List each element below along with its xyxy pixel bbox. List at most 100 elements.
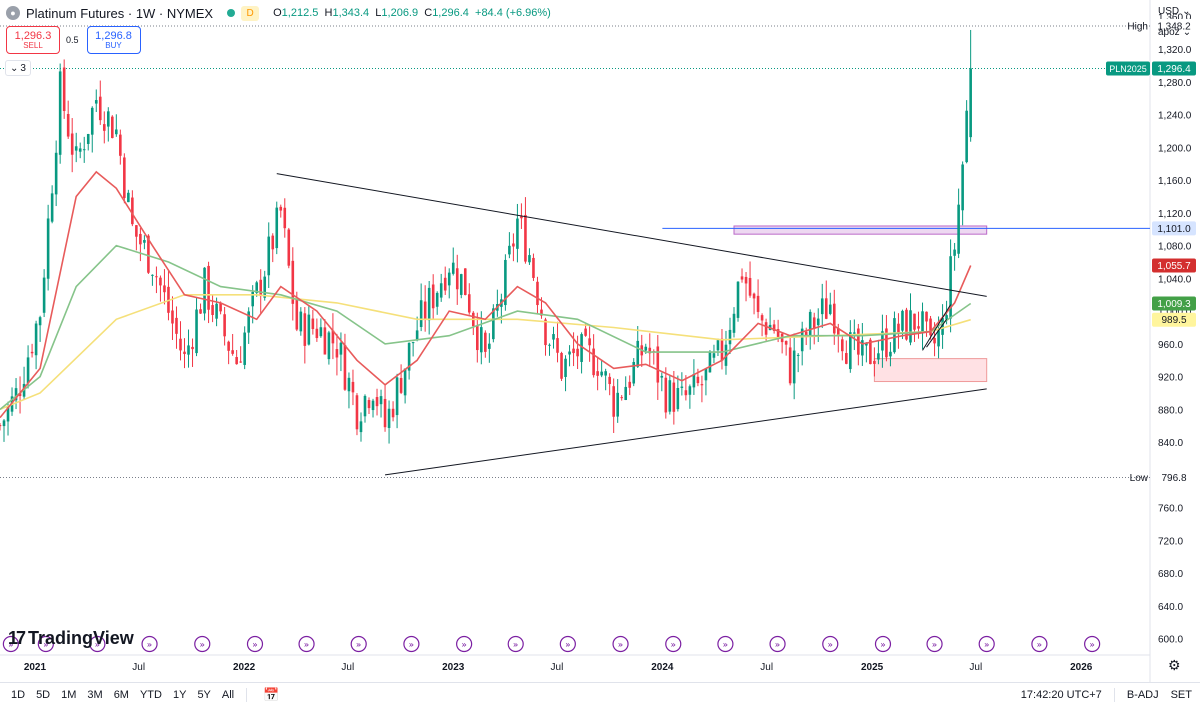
sell-label: SELL (23, 40, 43, 50)
candle-body (716, 340, 720, 351)
candle-body (70, 133, 74, 155)
candle-body (62, 67, 66, 111)
candle-body (889, 351, 892, 357)
indicators-collapse-button[interactable]: ⌄ 3 (5, 60, 31, 76)
range-5y-button[interactable]: 5Y (197, 689, 211, 701)
range-1d-button[interactable]: 1D (11, 689, 26, 701)
candle-body (925, 311, 928, 322)
market-open-dot-icon (227, 9, 236, 17)
candle-body (656, 346, 660, 383)
last-price-tag-bg (1152, 61, 1196, 76)
event-marker-glyph: » (828, 641, 834, 651)
candle-body (957, 204, 960, 254)
event-marker-icon (559, 635, 576, 653)
candle-body (772, 324, 776, 331)
candle-body (800, 328, 804, 352)
candle-body (439, 283, 443, 298)
range-5d-button[interactable]: 5D (36, 689, 51, 701)
chevron-down-icon: ⌄ (1182, 6, 1191, 17)
x-tick-label: 2021 (24, 662, 47, 673)
event-marker-glyph: » (43, 641, 49, 651)
event-marker-icon (298, 635, 315, 653)
event-marker-icon (141, 635, 158, 653)
event-marker-icon (665, 635, 682, 653)
event-marker-glyph: » (1037, 641, 1043, 651)
candle-body (480, 327, 483, 353)
clock-readout[interactable]: 17:42:20 UTC+7 (1020, 689, 1102, 701)
candle-body (804, 331, 808, 338)
candle-body (78, 148, 82, 152)
candle-body (961, 164, 964, 211)
candle-body (343, 344, 347, 390)
candle-body (676, 388, 680, 410)
event-marker-glyph: » (356, 641, 362, 651)
trendline (384, 388, 987, 476)
range-1m-button[interactable]: 1M (61, 689, 77, 701)
candle-body (319, 327, 323, 337)
candle-body (532, 257, 535, 278)
range-ytd-button[interactable]: YTD (139, 689, 162, 701)
unit-selector[interactable]: apoz ⌄ (1158, 27, 1192, 38)
ohlc-readout: O1,212.5 H1,343.4 L1,206.9 C1,296.4 +84.… (273, 7, 551, 19)
candle-body (945, 315, 948, 320)
tradingview-logo[interactable]: 17 TradingView (8, 628, 134, 648)
candle-body (564, 358, 567, 377)
session-toggle[interactable]: SET (1170, 689, 1192, 701)
adjustment-toggle[interactable]: B-ADJ (1126, 689, 1159, 701)
range-6m-button[interactable]: 6M (113, 689, 129, 701)
level-price-tag: 1,101.0 (1157, 224, 1191, 235)
symbol-title[interactable]: Platinum Futures · 1W · NYMEX (26, 5, 214, 21)
event-marker-glyph: » (461, 641, 467, 651)
candle-body (415, 330, 419, 340)
y-tick-label: 1,040.0 (1158, 274, 1192, 285)
candle-body (411, 342, 415, 344)
candle-body (632, 361, 636, 384)
event-marker-icon (1084, 635, 1101, 653)
price-tags-layer: 1,348.2 High 1,296.4 PLN2025 1,101.0 1,055.7 1… (1106, 19, 1196, 485)
candle-body (315, 328, 319, 339)
candle-body (680, 386, 684, 388)
platinum-coin-icon: ● (6, 6, 20, 20)
candle-body (897, 323, 900, 335)
candle-body (849, 332, 852, 370)
candle-body (279, 206, 283, 211)
event-marker-glyph: » (723, 641, 729, 651)
candle-body (616, 392, 619, 417)
candle-body (560, 352, 563, 379)
candle-body (836, 328, 840, 337)
gear-icon[interactable]: ⚙ (1168, 657, 1181, 673)
candle-body (299, 311, 303, 332)
buy-button[interactable]: 1,296.8 BUY (86, 26, 141, 54)
trendline (276, 173, 987, 297)
candle-body (832, 303, 836, 334)
candle-body (624, 386, 628, 401)
candle-body (584, 328, 587, 336)
time-axis[interactable]: 2021 Jul 2022 Jul 2023 Jul 2024 Jul 2025 Jul 2026 (24, 662, 1093, 673)
candle-body (119, 134, 122, 156)
sell-button[interactable]: 1,296.3 SELL (6, 26, 60, 54)
candle-body (792, 350, 796, 384)
range-all-button[interactable]: All (221, 689, 235, 701)
candle-body (106, 111, 110, 127)
trendline (926, 319, 947, 348)
event-marker-glyph: » (200, 641, 206, 651)
candle-body (459, 274, 463, 295)
currency-selector[interactable]: USD ⌄ (1158, 6, 1191, 17)
candle-body (151, 274, 154, 276)
candle-body (636, 340, 640, 367)
range-3m-button[interactable]: 3M (87, 689, 103, 701)
candle-body (94, 100, 98, 104)
candle-body (668, 380, 672, 412)
candle-body (219, 302, 222, 312)
x-tick-label: 2022 (233, 662, 256, 673)
range-1y-button[interactable]: 1Y (172, 689, 187, 701)
candle-body (82, 149, 86, 151)
event-marker-icon (350, 635, 367, 653)
delayed-data-badge[interactable]: D (241, 5, 260, 21)
calendar-icon[interactable]: 📅 (263, 687, 280, 702)
candle-body (26, 357, 30, 384)
price-axis[interactable]: 600.0640.0680.0720.0760.0800.0840.0880.0… (1158, 12, 1192, 645)
spread-value: 0.5 (66, 35, 79, 45)
candle-body (175, 317, 178, 334)
